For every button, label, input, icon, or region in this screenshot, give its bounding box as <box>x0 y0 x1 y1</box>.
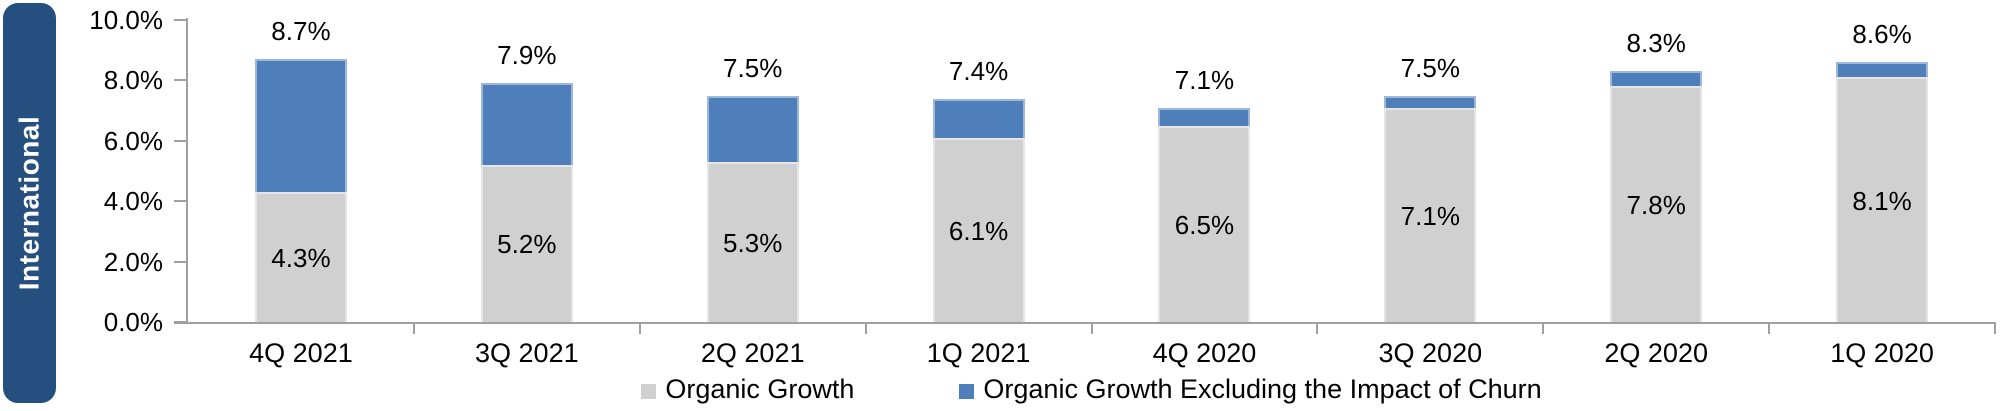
legend-swatch <box>959 383 975 399</box>
x-tick <box>1542 322 1545 334</box>
x-category-label: 2Q 2020 <box>1604 338 1708 368</box>
bar-segment-excluding-churn <box>1384 95 1477 108</box>
x-tick <box>1768 322 1771 334</box>
y-tick <box>174 79 188 82</box>
y-tick-label: 8.0% <box>103 65 163 96</box>
x-category-label: 2Q 2021 <box>700 338 805 368</box>
bar-segment-excluding-churn <box>254 59 347 193</box>
bar-segment-organic-growth <box>1158 125 1251 322</box>
bar-total-label: 8.6% <box>1852 19 1912 50</box>
bar-value-label: 5.3% <box>723 227 783 258</box>
bar-segment-organic-growth <box>1836 77 1929 322</box>
bar-segment-excluding-churn <box>1836 62 1929 78</box>
y-tick <box>174 19 188 21</box>
x-tick <box>864 322 867 334</box>
bar-segment-excluding-churn <box>1610 71 1703 87</box>
y-tick <box>174 321 188 323</box>
x-axis-line <box>174 322 1995 324</box>
x-tick <box>1090 322 1093 334</box>
bar-segment-organic-growth <box>480 164 573 322</box>
bar-total-label: 7.5% <box>1400 52 1460 83</box>
bar-value-label: 4.3% <box>271 243 331 274</box>
y-tick-label: 2.0% <box>103 246 163 277</box>
legend-item: Organic Growth <box>641 374 854 405</box>
x-category-label: 1Q 2021 <box>926 338 1031 368</box>
y-axis-line <box>186 18 188 324</box>
row-label-international: International <box>3 3 56 403</box>
y-tick-label: 10.0% <box>89 5 163 35</box>
bar-segment-organic-growth <box>932 137 1025 322</box>
bar-segment-excluding-churn <box>706 95 799 162</box>
bar-value-label: 8.1% <box>1852 185 1912 216</box>
legend: Organic Growth Organic Growth Excluding t… <box>188 372 1995 406</box>
legend-swatch <box>641 383 657 399</box>
bar-total-label: 8.3% <box>1626 28 1686 59</box>
x-tick <box>638 322 641 334</box>
x-tick <box>1994 322 1996 334</box>
legend-label: Organic Growth Excluding the Impact of C… <box>983 373 1542 404</box>
bar-segment-excluding-churn <box>480 83 573 165</box>
y-tick-label: 0.0% <box>103 307 163 337</box>
bar-segment-organic-growth <box>254 192 347 322</box>
bar-total-label: 7.5% <box>723 52 783 83</box>
bar-segment-excluding-churn <box>1158 107 1251 126</box>
bar-segment-organic-growth <box>1610 86 1703 322</box>
bar-value-label: 7.1% <box>1400 200 1460 231</box>
bar-segment-organic-growth <box>706 161 799 322</box>
x-category-label: 3Q 2021 <box>475 338 579 368</box>
legend-item: Organic Growth Excluding the Impact of C… <box>959 373 1542 405</box>
x-tick <box>1316 322 1319 334</box>
y-tick <box>174 200 188 203</box>
bar-value-label: 5.2% <box>497 229 557 260</box>
bar-value-label: 7.8% <box>1626 190 1686 221</box>
x-tick <box>412 322 415 334</box>
bar-segment-excluding-churn <box>932 98 1025 138</box>
bar-segment-organic-growth <box>1384 107 1477 322</box>
y-tick-label: 6.0% <box>103 125 163 156</box>
y-tick <box>174 139 188 142</box>
bar-total-label: 7.1% <box>1174 64 1235 95</box>
bar-total-label: 8.7% <box>271 16 331 47</box>
x-category-label: 4Q 2021 <box>249 338 353 368</box>
x-category-label: 3Q 2020 <box>1378 338 1483 368</box>
bar-total-label: 7.9% <box>497 40 557 71</box>
y-tick <box>174 260 188 263</box>
bar-value-label: 6.1% <box>948 215 1009 246</box>
bar-value-label: 6.5% <box>1174 209 1235 240</box>
legend-label: Organic Growth <box>665 373 855 404</box>
bar-total-label: 7.4% <box>948 55 1009 86</box>
x-category-label: 1Q 2020 <box>1830 338 1934 368</box>
y-tick-label: 4.0% <box>103 186 163 217</box>
x-category-label: 4Q 2020 <box>1152 338 1257 368</box>
